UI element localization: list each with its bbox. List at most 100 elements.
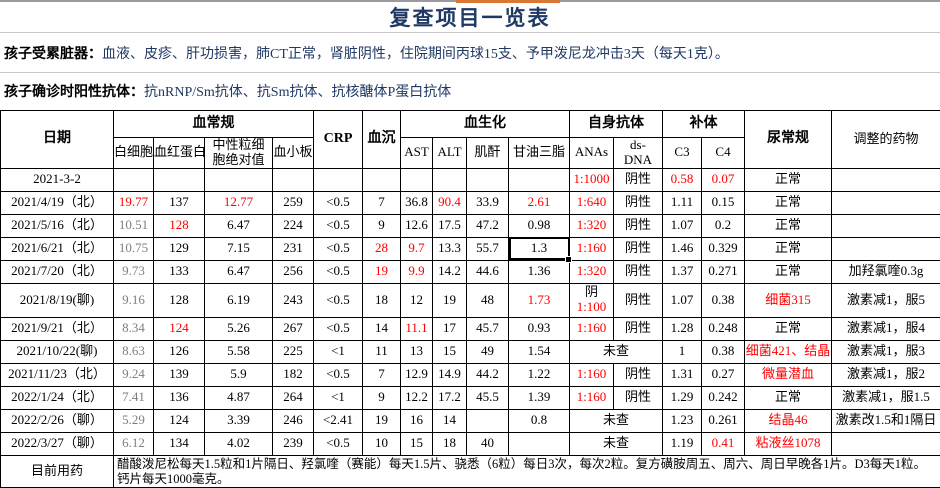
cell-plt[interactable]: 256 — [273, 260, 314, 283]
cell-alt[interactable]: 13.3 — [433, 237, 467, 260]
cell-wbc[interactable]: 10.51 — [114, 214, 154, 237]
cell-ast[interactable]: 12 — [401, 283, 433, 317]
cell-dsdna[interactable]: 阴性 — [614, 260, 663, 283]
cell-anas[interactable]: 1:160 — [570, 237, 614, 260]
cell-alt[interactable]: 19 — [433, 283, 467, 317]
cell-c4[interactable]: 0.329 — [702, 237, 745, 260]
cell-date[interactable]: 2021-3-2 — [1, 168, 114, 191]
cell-tg[interactable]: 0.98 — [509, 214, 570, 237]
cell-plt[interactable]: 264 — [273, 386, 314, 409]
cell-anc[interactable]: 5.9 — [205, 363, 273, 386]
cell-hgb[interactable]: 137 — [154, 191, 205, 214]
cell-wbc[interactable]: 9.73 — [114, 260, 154, 283]
cell-urine[interactable]: 正常 — [745, 237, 832, 260]
cell-dsdna[interactable]: 阴性 — [614, 386, 663, 409]
cell-anc[interactable] — [205, 168, 273, 191]
cell-esr[interactable] — [363, 168, 401, 191]
cell-date[interactable]: 2021/5/16（北） — [1, 214, 114, 237]
cell-c3[interactable]: 1.31 — [663, 363, 702, 386]
cell-crp[interactable]: <0.5 — [314, 363, 363, 386]
cell-crp[interactable]: <0.5 — [314, 317, 363, 340]
cell-tg[interactable]: 0.8 — [509, 409, 570, 432]
cell-anc[interactable]: 3.39 — [205, 409, 273, 432]
cell-esr[interactable]: 18 — [363, 283, 401, 317]
cell-c4[interactable]: 0.271 — [702, 260, 745, 283]
cell-ast[interactable]: 11.1 — [401, 317, 433, 340]
cell-anc[interactable]: 6.47 — [205, 214, 273, 237]
cell-crp[interactable]: <0.5 — [314, 283, 363, 317]
cell-dsdna[interactable]: 阴性 — [614, 214, 663, 237]
cell-scr[interactable]: 44.2 — [467, 363, 509, 386]
subheader-hemoglobin[interactable]: 血红蛋白 — [154, 138, 205, 169]
cell-esr[interactable]: 14 — [363, 317, 401, 340]
cell-tg[interactable]: 2.61 — [509, 191, 570, 214]
cell-date[interactable]: 2021/6/21（北） — [1, 237, 114, 260]
cell-alt[interactable]: 18 — [433, 432, 467, 455]
cell-hgb[interactable]: 139 — [154, 363, 205, 386]
cell-c4[interactable]: 0.2 — [702, 214, 745, 237]
cell-anas[interactable]: 1:640 — [570, 191, 614, 214]
cell-anas[interactable]: 未查 — [570, 432, 663, 455]
cell-c3[interactable]: 1.28 — [663, 317, 702, 340]
subheader-ds-dna[interactable]: ds-DNA — [614, 138, 663, 169]
cell-date[interactable]: 2022/2/26（聊） — [1, 409, 114, 432]
cell-alt[interactable]: 14.2 — [433, 260, 467, 283]
cell-dsdna[interactable]: 阴性 — [614, 191, 663, 214]
cell-alt[interactable]: 14.9 — [433, 363, 467, 386]
cell-c3[interactable]: 1.29 — [663, 386, 702, 409]
cell-wbc[interactable]: 19.77 — [114, 191, 154, 214]
header-autoantibody[interactable]: 自身抗体 — [570, 111, 663, 138]
cell-meds[interactable]: 激素减1，服1.5 — [832, 386, 940, 409]
cell-urine[interactable]: 正常 — [745, 214, 832, 237]
cell-plt[interactable]: 224 — [273, 214, 314, 237]
cell-hgb[interactable]: 136 — [154, 386, 205, 409]
cell-c4[interactable]: 0.242 — [702, 386, 745, 409]
cell-meds[interactable] — [832, 237, 940, 260]
cell-c3[interactable]: 1.07 — [663, 283, 702, 317]
cell-scr[interactable]: 45.5 — [467, 386, 509, 409]
cell-anc[interactable]: 5.26 — [205, 317, 273, 340]
cell-alt[interactable]: 17 — [433, 317, 467, 340]
subheader-triglyceride[interactable]: 甘油三脂 — [509, 138, 570, 169]
cell-tg[interactable]: 0.93 — [509, 317, 570, 340]
cell-plt[interactable]: 239 — [273, 432, 314, 455]
cell-plt[interactable]: 267 — [273, 317, 314, 340]
cell-scr[interactable]: 33.9 — [467, 191, 509, 214]
cell-urine[interactable]: 正常 — [745, 168, 832, 191]
cell-esr[interactable]: 10 — [363, 432, 401, 455]
cell-hgb[interactable] — [154, 168, 205, 191]
cell-alt[interactable]: 14 — [433, 409, 467, 432]
header-date[interactable]: 日期 — [1, 111, 114, 169]
header-esr[interactable]: 血沉 — [363, 111, 401, 169]
cell-crp[interactable]: <0.5 — [314, 432, 363, 455]
cell-wbc[interactable]: 10.75 — [114, 237, 154, 260]
cell-urine[interactable]: 正常 — [745, 317, 832, 340]
cell-hgb[interactable]: 128 — [154, 283, 205, 317]
cell-ast[interactable]: 12.9 — [401, 363, 433, 386]
cell-scr[interactable]: 45.7 — [467, 317, 509, 340]
cell-wbc[interactable]: 8.34 — [114, 317, 154, 340]
cell-meds[interactable] — [832, 214, 940, 237]
cell-hgb[interactable]: 128 — [154, 214, 205, 237]
cell-tg[interactable]: 1.39 — [509, 386, 570, 409]
cell-plt[interactable] — [273, 168, 314, 191]
cell-scr[interactable]: 44.6 — [467, 260, 509, 283]
cell-ast[interactable] — [401, 168, 433, 191]
cell-c3[interactable]: 1.19 — [663, 432, 702, 455]
subheader-c3[interactable]: C3 — [663, 138, 702, 169]
cell-c3[interactable]: 1.07 — [663, 214, 702, 237]
cell-tg[interactable]: 1.73 — [509, 283, 570, 317]
cell-scr[interactable] — [467, 409, 509, 432]
header-urine-routine[interactable]: 尿常规 — [745, 111, 832, 169]
cell-meds[interactable]: 激素改1.5和1隔日 — [832, 409, 940, 432]
cell-scr[interactable]: 55.7 — [467, 237, 509, 260]
cell-hgb[interactable]: 124 — [154, 317, 205, 340]
cell-meds[interactable]: 激素减1，服4 — [832, 317, 940, 340]
cell-crp[interactable]: <0.5 — [314, 191, 363, 214]
cell-crp[interactable]: <0.5 — [314, 237, 363, 260]
cell-plt[interactable]: 231 — [273, 237, 314, 260]
cell-alt[interactable]: 90.4 — [433, 191, 467, 214]
cell-date[interactable]: 2022/3/27（聊） — [1, 432, 114, 455]
header-med-adjustment[interactable]: 调整的药物 — [832, 111, 940, 169]
cell-esr[interactable]: 19 — [363, 409, 401, 432]
